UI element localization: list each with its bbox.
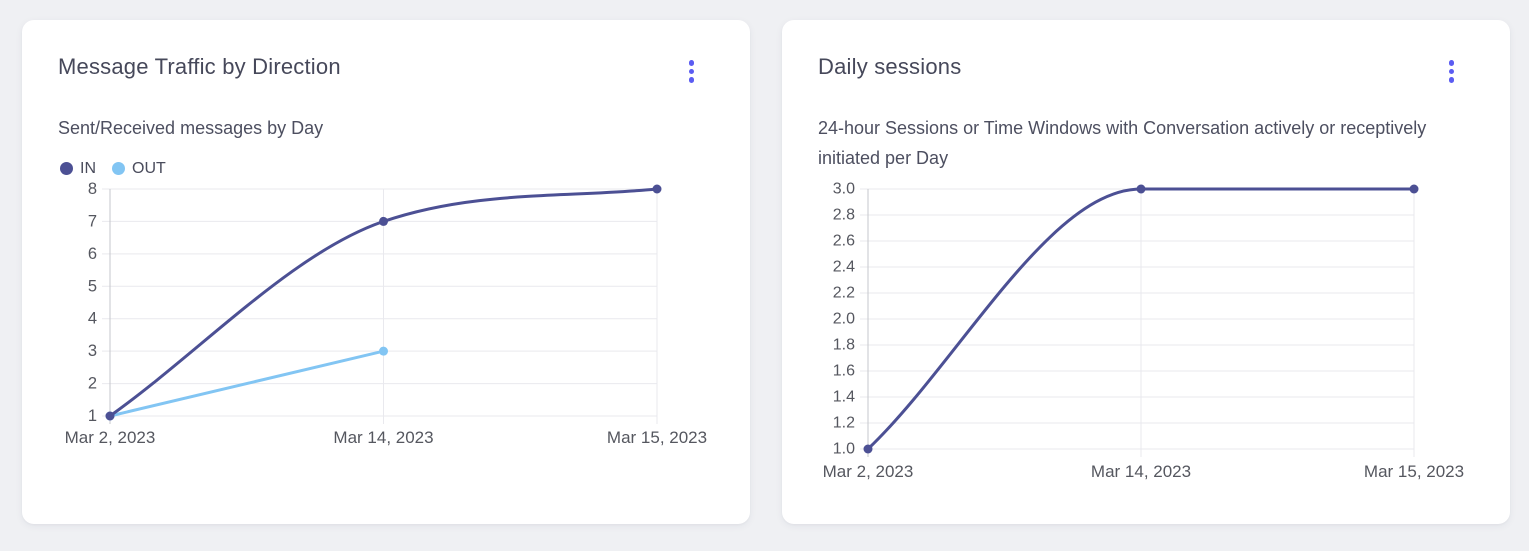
y-tick-label: 3.0 bbox=[833, 181, 855, 198]
card-header: Message Traffic by Direction bbox=[58, 54, 714, 87]
daily-sessions-chart[interactable]: 1.0 1.2 1.4 1.6 1.8 2.0 2.2 2.4 2.6 2.8 3.0 Mar 2, … bbox=[818, 181, 1474, 495]
kebab-menu-icon[interactable] bbox=[1443, 56, 1461, 87]
data-point-IN[interactable] bbox=[105, 411, 115, 420]
legend-label: OUT bbox=[132, 159, 166, 177]
message-traffic-chart[interactable]: 1 2 3 4 5 6 7 8 Mar 2, 2023 Mar 14, 2023 Mar 15, 2… bbox=[58, 181, 714, 459]
card-subtitle: Sent/Received messages by Day bbox=[58, 117, 324, 138]
y-tick-label: 3 bbox=[88, 342, 97, 360]
y-tick-label: 8 bbox=[88, 181, 97, 198]
card-title: Daily sessions bbox=[818, 54, 962, 79]
line-chart-svg: 1.0 1.2 1.4 1.6 1.8 2.0 2.2 2.4 2.6 2.8 3.0 Mar 2, … bbox=[823, 181, 1464, 481]
y-tick-label: 7 bbox=[88, 212, 97, 230]
x-tick-label: Mar 15, 2023 bbox=[1364, 462, 1464, 481]
card-subtitle: 24-hour Sessions or Time Windows with Co… bbox=[818, 117, 1427, 168]
chart-legend: IN OUT bbox=[60, 159, 714, 179]
y-tick-label: 2.2 bbox=[833, 284, 855, 301]
y-tick-label: 2.6 bbox=[833, 232, 855, 249]
data-point-Daily sessions[interactable] bbox=[863, 444, 873, 453]
x-tick-label: Mar 14, 2023 bbox=[1091, 462, 1191, 481]
data-point-Daily sessions[interactable] bbox=[1136, 184, 1146, 193]
y-tick-label: 2.4 bbox=[833, 258, 855, 275]
kebab-dot bbox=[688, 60, 694, 66]
y-tick-label: 2 bbox=[88, 374, 97, 392]
card-header: Daily sessions bbox=[818, 54, 1474, 87]
y-tick-label: 1.6 bbox=[833, 362, 855, 379]
data-point-IN[interactable] bbox=[379, 216, 388, 226]
x-tick-label: Mar 14, 2023 bbox=[333, 428, 433, 447]
y-tick-label: 1.2 bbox=[833, 414, 855, 431]
data-point-Daily sessions[interactable] bbox=[1409, 184, 1419, 193]
x-tick-label: Mar 15, 2023 bbox=[607, 428, 707, 447]
line-series-Daily sessions bbox=[866, 187, 1416, 450]
legend-item-IN[interactable]: IN bbox=[60, 160, 96, 178]
line-chart-svg: 1 2 3 4 5 6 7 8 Mar 2, 2023 Mar 14, 2023 Mar 15, 2… bbox=[65, 181, 707, 447]
y-tick-label: 6 bbox=[88, 244, 97, 262]
legend-item-OUT[interactable]: OUT bbox=[112, 160, 166, 178]
y-tick-label: 1 bbox=[88, 407, 97, 425]
x-tick-label: Mar 2, 2023 bbox=[65, 428, 156, 447]
kebab-dot bbox=[1448, 77, 1454, 83]
kebab-dot bbox=[688, 68, 694, 74]
legend-label: IN bbox=[80, 159, 96, 177]
y-tick-label: 2.8 bbox=[833, 206, 855, 223]
y-tick-label: 4 bbox=[88, 309, 97, 327]
card-message-traffic: Message Traffic by Direction Sent/Receiv… bbox=[22, 20, 750, 524]
legend-swatch-icon bbox=[112, 162, 125, 175]
data-point-IN[interactable] bbox=[652, 184, 662, 193]
data-point-OUT[interactable] bbox=[379, 346, 388, 356]
kebab-menu-icon[interactable] bbox=[683, 56, 701, 87]
y-tick-label: 1.0 bbox=[833, 440, 855, 457]
x-tick-label: Mar 2, 2023 bbox=[823, 462, 914, 481]
y-tick-label: 1.8 bbox=[833, 336, 855, 353]
kebab-dot bbox=[1448, 68, 1454, 74]
kebab-dot bbox=[1448, 60, 1454, 66]
y-tick-label: 5 bbox=[88, 277, 97, 295]
kebab-dot bbox=[688, 77, 694, 83]
legend-swatch-icon bbox=[60, 162, 73, 175]
y-tick-label: 2.0 bbox=[833, 310, 855, 327]
card-daily-sessions: Daily sessions 24-hour Sessions or Time … bbox=[782, 20, 1510, 524]
card-title: Message Traffic by Direction bbox=[58, 54, 341, 79]
line-series-OUT bbox=[108, 349, 385, 417]
y-tick-label: 1.4 bbox=[833, 388, 855, 405]
